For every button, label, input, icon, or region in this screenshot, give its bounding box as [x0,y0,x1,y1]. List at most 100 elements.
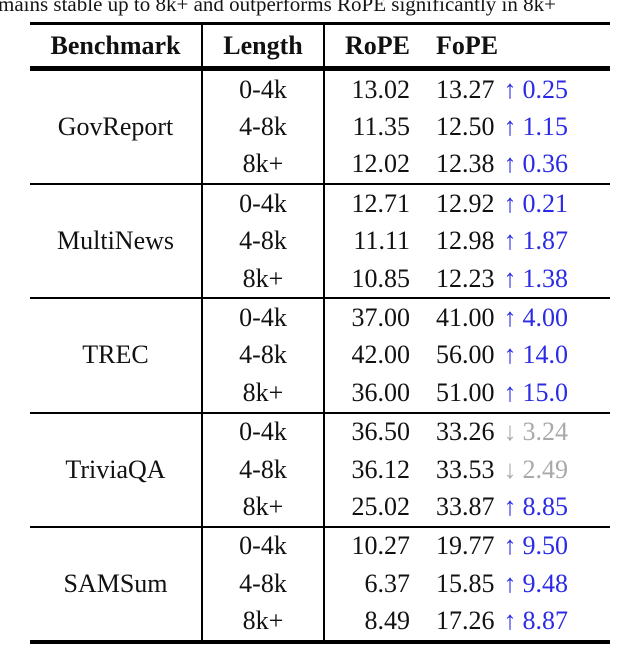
length-cell: 8k+ [203,488,325,526]
benchmark-cell: TREC [30,299,203,412]
fope-value: 33.26 [436,417,495,447]
table-header-row: Benchmark Length RoPE FoPE [30,25,610,69]
delta-value: 9.50 [522,531,569,561]
trend-arrow-icon: ↑ [503,340,517,370]
fope-cell: 17.26 ↑ 8.87 [420,602,610,639]
rope-value: 10.85 [351,263,411,293]
benchmark-cell: TriviaQA [30,413,203,526]
fope-cell: 33.87 ↑ 8.85 [420,488,610,525]
delta-value: 9.48 [522,568,569,598]
length-cell: 0-4k [203,185,325,223]
benchmark-group: MultiNews 0-4k 12.71 12.92 ↑ 0.21 4-8k 1… [30,183,610,298]
fope-cell: 56.00 ↑ 14.0 [420,337,610,374]
benchmark-cell: SAMSum [30,527,203,640]
rope-value: 36.00 [351,377,411,407]
results-table: Benchmark Length RoPE FoPE GovReport 0-4… [30,22,610,644]
fope-cell: 19.77 ↑ 9.50 [420,528,610,565]
rope-value: 11.11 [353,226,410,256]
header-benchmark: Benchmark [30,25,203,66]
fope-cell: 13.27 ↑ 0.25 [420,71,610,108]
fope-cell: 12.98 ↑ 1.87 [420,223,610,260]
fope-cell: 33.53 ↓ 2.49 [420,451,610,488]
trend-arrow-icon: ↑ [503,303,517,333]
length-cell: 4-8k [203,336,325,375]
delta-value: 8.85 [522,491,569,521]
fope-value: 12.38 [436,149,495,179]
delta-value: 1.15 [522,112,569,142]
trend-arrow-icon: ↑ [503,188,517,218]
trend-arrow-icon: ↓ [503,454,517,484]
trend-arrow-icon: ↑ [503,491,517,521]
delta-value: 0.25 [522,74,569,104]
trend-arrow-icon: ↑ [503,531,517,561]
rope-value: 12.02 [351,149,411,179]
fope-value: 13.27 [436,74,495,104]
length-cell: 0-4k [203,413,325,451]
rope-value: 10.27 [351,531,411,561]
trend-arrow-icon: ↑ [503,263,517,293]
trend-arrow-icon: ↑ [503,149,517,179]
length-cell: 0-4k [203,527,325,566]
trend-arrow-icon: ↑ [503,74,517,104]
fope-cell: 12.23 ↑ 1.38 [420,260,610,297]
fope-cell: 15.85 ↑ 9.48 [420,565,610,602]
rope-value: 25.02 [351,491,411,521]
length-cell: 0-4k [203,299,325,337]
fope-value: 56.00 [436,340,495,370]
rope-value: 37.00 [351,303,411,333]
delta-value: 15.0 [522,377,569,407]
fope-cell: 12.38 ↑ 0.36 [420,146,610,183]
length-cell: 8k+ [203,374,325,412]
fope-value: 33.53 [436,454,495,484]
fope-value: 12.98 [436,226,495,256]
caption-text: mains stable up to 8k+ and outperforms R… [0,0,556,16]
trend-arrow-icon: ↑ [503,568,517,598]
length-cell: 4-8k [203,450,325,489]
trend-arrow-icon: ↑ [503,606,517,636]
benchmark-cell: MultiNews [30,185,203,298]
delta-value: 14.0 [522,340,569,370]
trend-arrow-icon: ↑ [503,112,517,142]
rope-value: 42.00 [351,340,411,370]
delta-value: 3.24 [522,417,569,447]
delta-value: 0.21 [522,188,569,218]
trend-arrow-icon: ↑ [503,377,517,407]
fope-cell: 51.00 ↑ 15.0 [420,374,610,411]
fope-value: 12.23 [436,263,495,293]
rope-value: 36.12 [351,454,411,484]
length-cell: 0-4k [203,71,325,109]
trend-arrow-icon: ↓ [503,417,517,447]
benchmark-group: SAMSum 0-4k 10.27 19.77 ↑ 9.50 4-8k 6.37… [30,525,610,640]
benchmark-cell: GovReport [30,71,203,184]
fope-value: 19.77 [436,531,495,561]
fope-cell: 41.00 ↑ 4.00 [420,299,610,336]
header-rope: RoPE [345,30,410,60]
header-fope: FoPE [436,30,499,60]
delta-value: 1.87 [522,226,569,256]
length-cell: 4-8k [203,222,325,260]
benchmark-group: GovReport 0-4k 13.02 13.27 ↑ 0.25 4-8k 1… [30,69,610,184]
delta-value: 2.49 [522,454,569,484]
header-length: Length [203,25,325,66]
fope-value: 12.50 [436,112,495,142]
fope-value: 51.00 [436,377,495,407]
fope-cell: 33.26 ↓ 3.24 [420,414,610,451]
fope-value: 15.85 [436,568,495,598]
delta-value: 8.87 [522,606,569,636]
delta-value: 1.38 [522,263,569,293]
delta-value: 4.00 [522,303,569,333]
fope-cell: 12.92 ↑ 0.21 [420,185,610,222]
fope-value: 17.26 [436,606,495,636]
fope-value: 41.00 [436,303,495,333]
length-cell: 8k+ [203,259,325,298]
fope-value: 12.92 [436,188,495,218]
trend-arrow-icon: ↑ [503,226,517,256]
rope-value: 11.35 [352,112,410,142]
fope-cell: 12.50 ↑ 1.15 [420,108,610,145]
rope-value: 8.49 [364,606,411,636]
delta-value: 0.36 [522,149,569,179]
length-cell: 4-8k [203,565,325,603]
rope-value: 36.50 [351,417,411,447]
fope-value: 33.87 [436,491,495,521]
